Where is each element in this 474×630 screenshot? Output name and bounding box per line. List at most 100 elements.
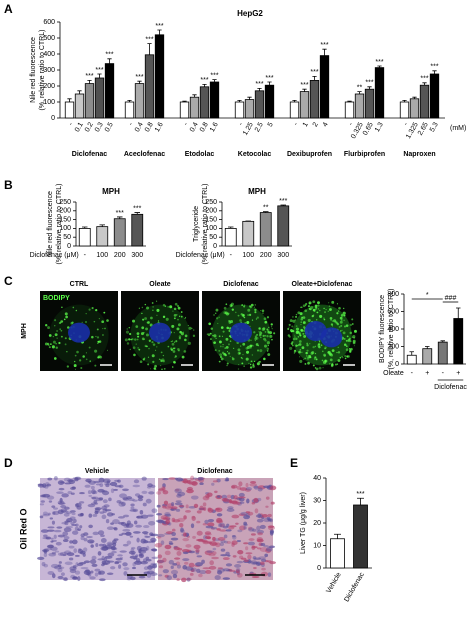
tissue-cell (147, 483, 153, 488)
lipid-droplet (65, 315, 68, 319)
y-tick-label: 800 (387, 291, 399, 298)
group-label: Naproxen (403, 151, 435, 158)
tissue-cell (245, 487, 252, 491)
lipid-droplet (314, 356, 317, 359)
tissue-cell (87, 490, 92, 495)
micrograph (37, 476, 159, 582)
tissue-cell (122, 543, 129, 547)
lipid-droplet (229, 355, 231, 358)
lipid-droplet (228, 343, 230, 346)
lipid-droplet (154, 368, 157, 371)
tissue-cell (210, 527, 215, 530)
significance: *** (145, 36, 153, 43)
bar (254, 90, 265, 119)
tissue-cell (250, 533, 256, 536)
lipid-droplet (324, 359, 328, 363)
significance: *** (95, 67, 103, 74)
tissue-cell (251, 546, 258, 549)
x-tick-label: 100 (242, 252, 254, 259)
stain-label: BODIPY (43, 295, 70, 302)
tissue-cell (117, 516, 125, 519)
lipid-droplet (314, 304, 318, 308)
micrograph (202, 291, 280, 371)
tissue-cell (183, 515, 187, 520)
nucleus (149, 322, 171, 343)
bar (234, 101, 245, 119)
tissue-cell (211, 551, 217, 555)
y-tick-label: 200 (43, 83, 55, 90)
tissue-cell (75, 502, 82, 507)
lipid-droplet (340, 330, 342, 332)
lipid-droplet (152, 309, 154, 311)
lipid-droplet (132, 319, 136, 323)
lipid-droplet (144, 344, 147, 348)
lipid-droplet (76, 350, 79, 354)
lipid-droplet (226, 364, 228, 367)
tissue-cell (113, 488, 118, 491)
tissue-cell (133, 479, 140, 484)
tissue-cell (123, 497, 129, 501)
tissue-cell (257, 513, 262, 519)
x-tick-label: 0.8 (144, 121, 155, 133)
lipid-droplet (328, 305, 331, 307)
error-bar (312, 76, 317, 81)
tissue-cell (235, 522, 239, 525)
lipid-droplet (234, 311, 237, 314)
tissue-cell (161, 486, 166, 490)
lipid-droplet (128, 332, 132, 336)
tissue-cell (57, 552, 64, 556)
lipid-droplet (349, 331, 353, 335)
lipid-droplet (136, 332, 140, 335)
bar (259, 212, 272, 247)
lipid-droplet (353, 345, 355, 347)
lipid-droplet (240, 345, 242, 347)
lipid-droplet (81, 321, 83, 324)
bar (264, 84, 275, 119)
tissue-cell (236, 485, 242, 490)
tissue-cell (231, 484, 238, 489)
lipid-droplet (156, 308, 160, 312)
y-tick-label: 10 (313, 542, 321, 549)
tissue-cell (43, 534, 48, 538)
tissue-cell (202, 495, 210, 501)
lipid-droplet (291, 325, 294, 328)
lipid-droplet (328, 302, 330, 304)
tissue-cell (211, 482, 215, 486)
lipid-droplet (321, 350, 324, 353)
lipid-droplet (288, 323, 291, 326)
bar (374, 67, 385, 119)
tissue-cell (122, 562, 128, 567)
tissue-cell (52, 511, 56, 515)
lipid-droplet (238, 352, 241, 355)
tissue-cell (47, 512, 51, 516)
tissue-cell (130, 503, 135, 507)
tissue-cell (72, 518, 77, 523)
lipid-droplet (323, 317, 325, 319)
tissue-cell (238, 496, 246, 499)
lipid-droplet (56, 337, 58, 339)
lipid-droplet (241, 304, 244, 306)
tissue-cell (162, 490, 169, 495)
lipid-droplet (173, 360, 176, 364)
tissue-cell (48, 500, 53, 503)
y-tick-label: 100 (43, 99, 55, 106)
tissue-cell (60, 481, 65, 484)
tissue-cell (88, 494, 93, 497)
y-tick-label: 150 (59, 216, 71, 223)
tissue-cell (123, 567, 130, 571)
tissue-cell (39, 503, 45, 506)
tissue-cell (141, 476, 147, 481)
tissue-cell (245, 511, 251, 514)
tissue-cell (260, 561, 265, 565)
tissue-cell (79, 492, 85, 495)
tissue-cell (142, 558, 147, 563)
tissue-cell (205, 569, 212, 574)
lipid-droplet (219, 356, 222, 359)
tissue-cell (60, 510, 69, 513)
lipid-droplet (74, 354, 77, 357)
x-tick-label: 1.25 (242, 121, 255, 136)
tissue-cell (225, 529, 232, 532)
tissue-cell (51, 573, 56, 579)
panel-label: B (4, 178, 13, 192)
image-label: Oleate (149, 281, 171, 288)
